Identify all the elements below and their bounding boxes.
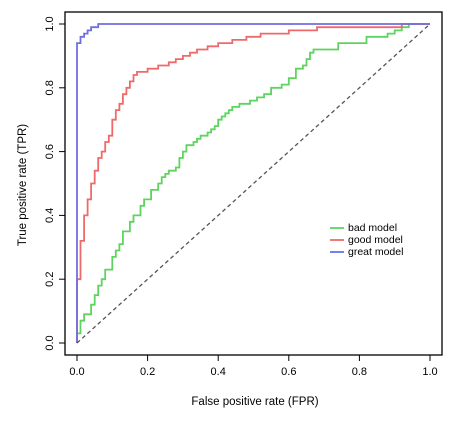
y-tick-label: 0.6 [44, 144, 56, 159]
y-tick-label: 0.8 [44, 80, 56, 95]
y-tick-label: 0.0 [44, 335, 56, 350]
reference-diagonal-line [76, 23, 431, 344]
y-tick-label: 0.4 [44, 208, 56, 223]
legend-label-bad-model: bad model [348, 222, 397, 234]
x-tick-label: 0.6 [281, 366, 296, 378]
series-line-good-model [76, 23, 430, 343]
legend-label-great-model: great model [348, 246, 403, 258]
y-axis-title: True positive rate (TPR) [17, 124, 29, 246]
y-axis: 0.0 0.2 0.4 0.6 0.8 1.0 [44, 16, 65, 351]
y-tick-label: 0.2 [44, 272, 56, 287]
x-tick-label: 0.2 [140, 366, 155, 378]
x-tick-label: 1.0 [422, 366, 437, 378]
series-line-bad-model [76, 23, 430, 343]
y-tick-label: 1.0 [44, 16, 56, 31]
x-tick-label: 0.0 [69, 366, 84, 378]
series-layer [76, 23, 430, 343]
x-axis-title: False positive rate (FPR) [191, 396, 318, 408]
x-axis: 0.0 0.2 0.4 0.6 0.8 1.0 [69, 355, 438, 378]
plot-frame [64, 11, 443, 356]
x-tick-label: 0.4 [211, 366, 226, 378]
x-tick-label: 0.8 [352, 366, 367, 378]
series-line-great-model [76, 23, 430, 343]
legend-label-good-model: good model [348, 234, 403, 246]
